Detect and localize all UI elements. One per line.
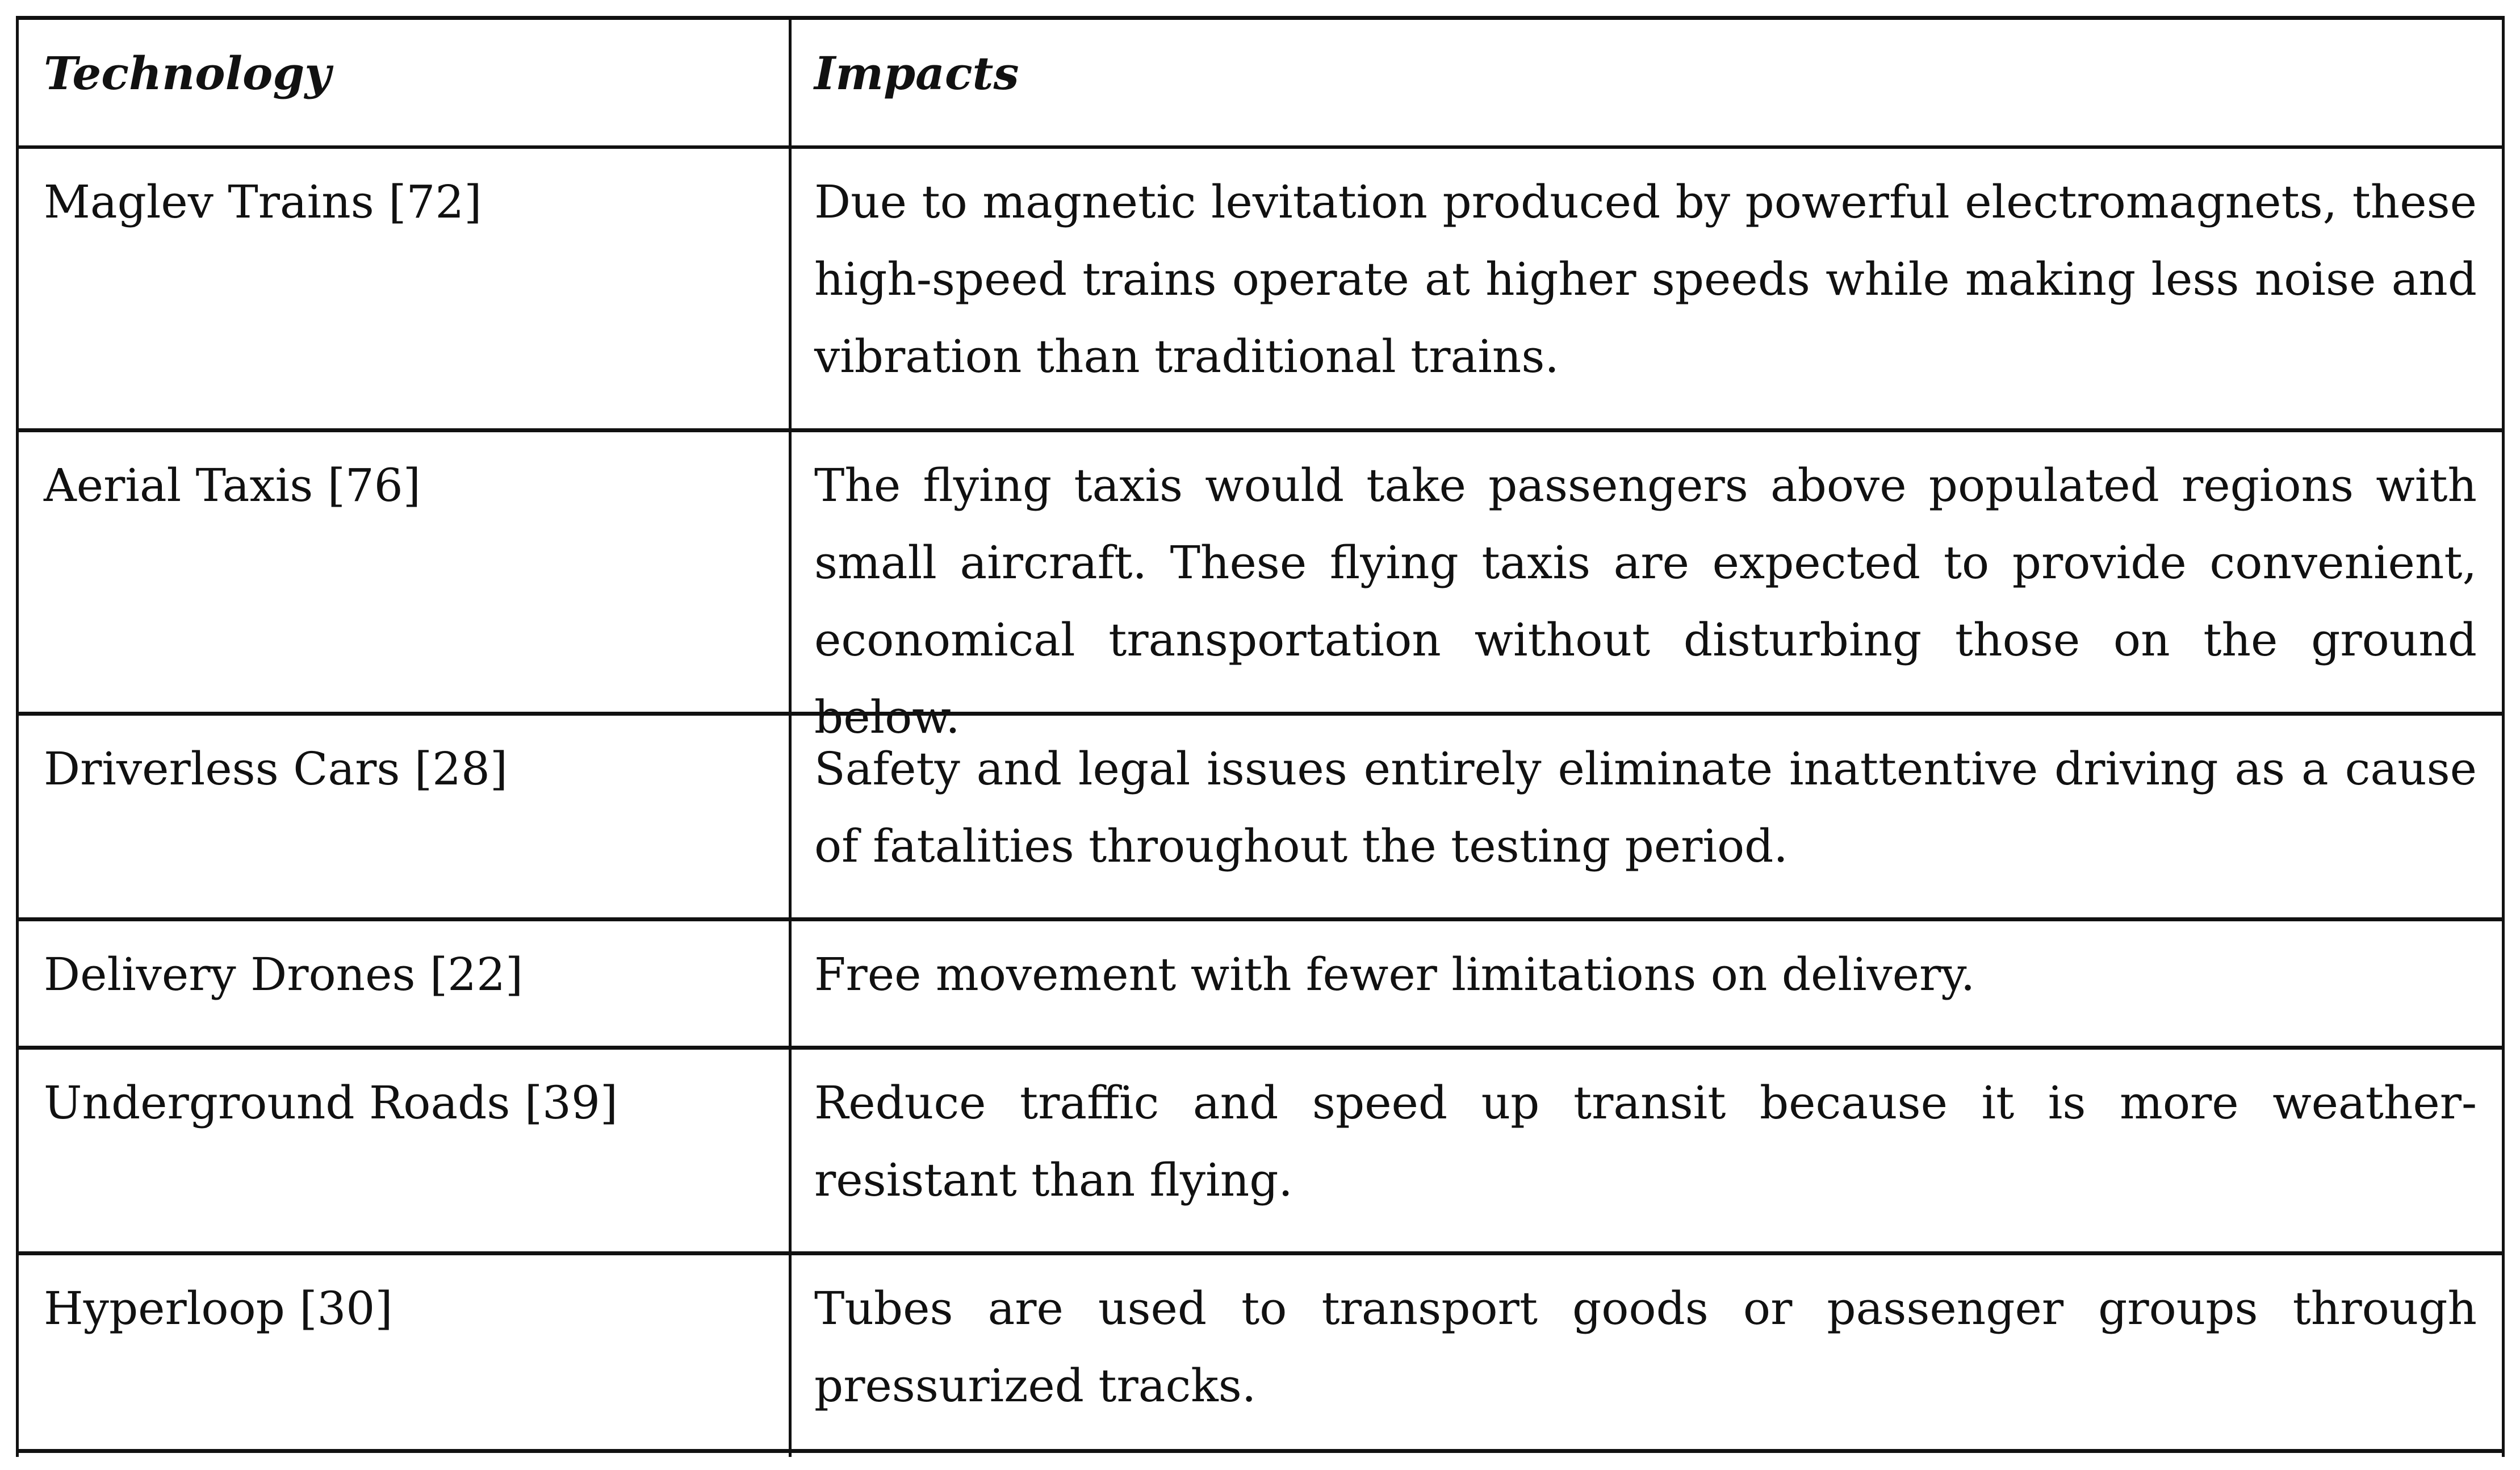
table-row: Aerial Taxis [76] The flying taxis would…	[16, 432, 2505, 744]
table-row: Hyperloop [30] Tubes are used to transpo…	[16, 1255, 2505, 1457]
technology-cell: Aerial Taxis [76]	[16, 432, 792, 712]
impacts-cell: The flying taxis would take passengers a…	[792, 432, 2505, 744]
impacts-cell: Reduce traffic and speed up transit beca…	[792, 1050, 2505, 1251]
header-technology: Technology	[16, 20, 792, 145]
impacts-cell: Safety and legal issues entirely elimina…	[792, 716, 2505, 917]
technology-cell: Maglev Trains [72]	[16, 149, 792, 428]
table-header-row: Technology Impacts	[16, 20, 2505, 149]
technology-cell: Driverless Cars [28]	[16, 716, 792, 917]
technology-cell: Delivery Drones [22]	[16, 921, 792, 1046]
technology-impacts-table: Technology Impacts Maglev Trains [72] Du…	[16, 16, 2505, 1457]
table-row: Maglev Trains [72] Due to magnetic levit…	[16, 149, 2505, 432]
table-row: Driverless Cars [28] Safety and legal is…	[16, 716, 2505, 921]
technology-cell: Underground Roads [39]	[16, 1050, 792, 1251]
impacts-cell: Due to magnetic levitation produced by p…	[792, 149, 2505, 428]
table-row: Delivery Drones [22] Free movement with …	[16, 921, 2505, 1050]
impacts-cell: Tubes are used to transport goods or pas…	[792, 1255, 2505, 1457]
header-impacts: Impacts	[792, 20, 2505, 145]
impacts-cell: Free movement with fewer limitations on …	[792, 921, 2505, 1046]
table-row: Underground Roads [39] Reduce traffic an…	[16, 1050, 2505, 1255]
technology-cell: Hyperloop [30]	[16, 1255, 792, 1457]
